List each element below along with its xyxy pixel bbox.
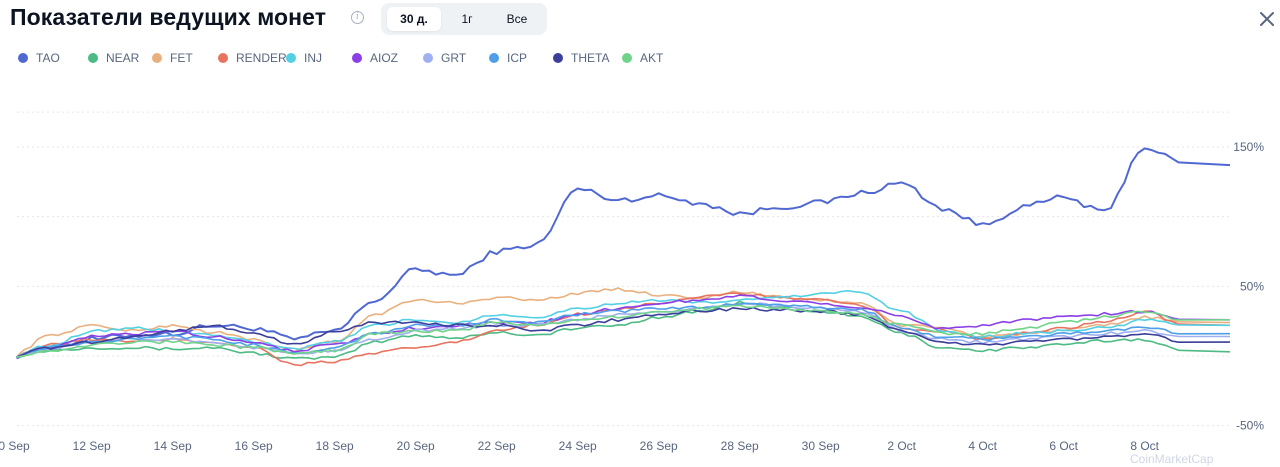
page-title: Показатели ведущих монет	[10, 4, 327, 30]
legend-label: GRT	[441, 51, 467, 65]
legend-dot	[423, 53, 433, 63]
legend-label: RENDER	[236, 51, 287, 65]
legend-dot	[352, 53, 362, 63]
x-tick-label: 8 Oct	[1130, 439, 1159, 453]
legend-item-aioz[interactable]: AIOZ	[352, 50, 398, 66]
x-tick-label: 12 Sep	[73, 439, 111, 453]
legend-label: AIOZ	[370, 51, 399, 65]
x-tick-label: 16 Sep	[235, 439, 273, 453]
series-line-fet	[16, 287, 1231, 357]
legend-dot	[622, 53, 632, 63]
performance-chart: 150% 50% -50% 10 Sep 12 Sep 14 Sep 16 Sep 18 Se…	[0, 111, 1264, 453]
y-tick-label: 50%	[1240, 279, 1264, 293]
legend-label: INJ	[304, 51, 322, 65]
x-tick-label: 4 Oct	[968, 439, 997, 453]
x-tick-label: 10 Sep	[0, 439, 30, 453]
series-line-near	[16, 300, 1231, 360]
series-line-grt	[16, 302, 1231, 358]
series-line-akt	[16, 304, 1231, 358]
range-1y-button[interactable]: 1г	[461, 12, 473, 26]
legend-item-akt[interactable]: AKT	[622, 50, 663, 66]
y-tick-label: -50%	[1236, 419, 1264, 433]
x-tick-label: 24 Sep	[559, 439, 597, 453]
legend-dot	[489, 53, 499, 63]
x-tick-label: 20 Sep	[397, 439, 435, 453]
legend-label: ICP	[507, 51, 528, 65]
legend-dot	[553, 53, 563, 63]
legend-label: FET	[170, 51, 193, 65]
x-tick-label: 14 Sep	[154, 439, 192, 453]
legend-label: THETA	[571, 51, 610, 65]
watermark: CoinMarketCap	[1130, 452, 1214, 466]
y-tick-label: 150%	[1233, 140, 1264, 154]
range-30d-button[interactable]: 30 д.	[387, 7, 441, 31]
series-line-theta	[16, 306, 1231, 358]
legend-item-grt[interactable]: GRT	[423, 50, 466, 66]
legend-label: NEAR	[106, 51, 140, 65]
legend-item-icp[interactable]: ICP	[489, 50, 527, 66]
legend-item-near[interactable]: NEAR	[88, 50, 139, 66]
x-tick-label: 22 Sep	[478, 439, 516, 453]
legend-dot	[218, 53, 228, 63]
legend-label: TAO	[36, 51, 60, 65]
legend-dot	[88, 53, 98, 63]
legend-item-fet[interactable]: FET	[152, 50, 193, 66]
series-line-icp	[16, 302, 1231, 358]
legend-dot	[152, 53, 162, 63]
legend-item-render[interactable]: RENDER	[218, 50, 287, 66]
time-range-selector: 30 д. 1г Все	[381, 3, 547, 35]
series-line-inj	[16, 290, 1231, 358]
legend-label: AKT	[640, 51, 664, 65]
legend-item-inj[interactable]: INJ	[286, 50, 322, 66]
x-tick-label: 6 Oct	[1049, 439, 1078, 453]
close-icon[interactable]	[1257, 9, 1277, 29]
x-tick-label: 28 Sep	[721, 439, 759, 453]
x-tick-label: 30 Sep	[802, 439, 840, 453]
legend-item-theta[interactable]: THETA	[553, 50, 609, 66]
x-tick-label: 18 Sep	[316, 439, 354, 453]
legend-item-tao[interactable]: TAO	[18, 50, 60, 66]
legend-dot	[18, 53, 28, 63]
x-tick-label: 2 Oct	[887, 439, 916, 453]
legend-dot	[286, 53, 296, 63]
range-all-button[interactable]: Все	[506, 12, 528, 26]
x-tick-label: 26 Sep	[640, 439, 678, 453]
info-icon[interactable]: i	[351, 11, 364, 24]
